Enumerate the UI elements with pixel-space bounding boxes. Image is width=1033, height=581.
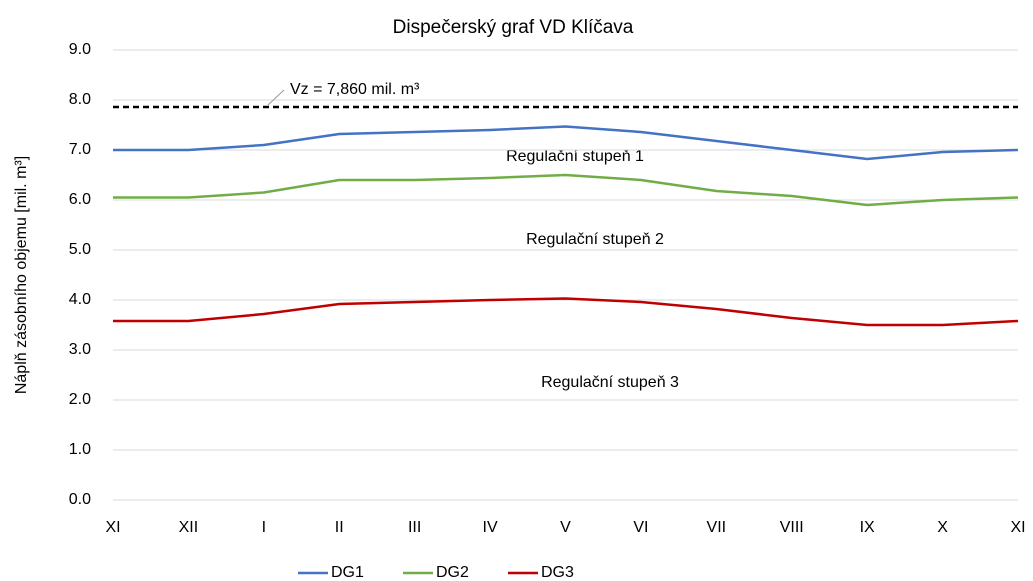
x-tick-label: XI [1010, 519, 1025, 536]
x-tick-label: I [262, 519, 266, 536]
series-line [113, 173, 1019, 207]
y-tick-label: 8.0 [69, 91, 91, 108]
leader-line [267, 89, 285, 106]
x-tick-label: X [937, 519, 948, 536]
x-tick-label: III [408, 519, 421, 536]
series-line [113, 125, 1019, 161]
legend-label: DG2 [436, 564, 469, 581]
x-tick-label: IV [483, 519, 498, 536]
x-tick-label: IX [860, 519, 875, 536]
annotation: Regulační stupeň 3 [541, 374, 679, 391]
y-tick-label: 7.0 [69, 141, 91, 158]
x-tick-label: VIII [780, 519, 804, 536]
x-tick-label: XII [179, 519, 199, 536]
y-tick-label: 3.0 [69, 341, 91, 358]
legend-label: DG3 [541, 564, 574, 581]
chart-title: Dispečerský graf VD Klíčava [393, 17, 634, 38]
x-tick-label: V [560, 519, 571, 536]
y-tick-label: 5.0 [69, 241, 91, 258]
x-tick-label: VI [633, 519, 648, 536]
y-axis-label: Náplň zásobního objemu [mil. m³] [13, 156, 30, 394]
y-tick-label: 9.0 [69, 41, 91, 58]
annotation: Regulační stupeň 2 [526, 231, 664, 248]
y-tick-label: 4.0 [69, 291, 91, 308]
legend-label: DG1 [331, 564, 364, 581]
y-tick-label: 1.0 [69, 441, 91, 458]
y-tick-label: 6.0 [69, 191, 91, 208]
series-line [113, 297, 1019, 327]
reference-label: Vz = 7,860 mil. m³ [290, 81, 420, 98]
y-tick-label: 0.0 [69, 491, 91, 508]
y-tick-label: 2.0 [69, 391, 91, 408]
x-tick-label: II [335, 519, 344, 536]
annotation: Regulační stupeň 1 [506, 148, 644, 165]
x-tick-label: XI [105, 519, 120, 536]
x-tick-label: VII [707, 519, 727, 536]
